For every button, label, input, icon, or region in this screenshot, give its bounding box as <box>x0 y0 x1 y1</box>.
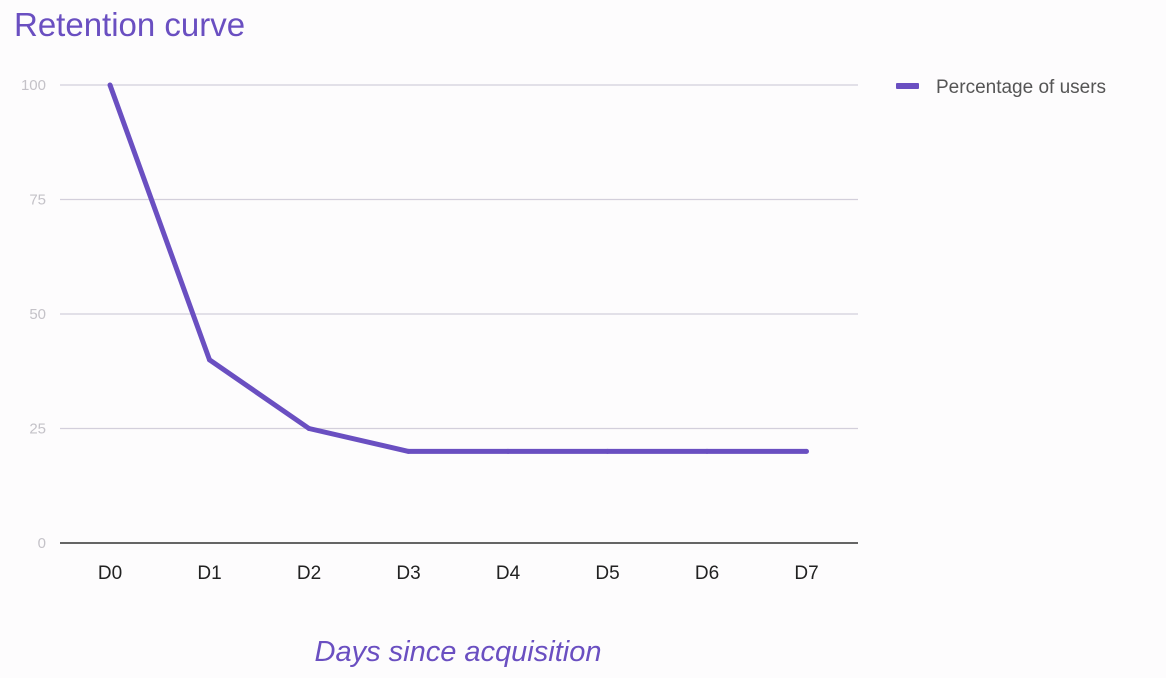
data-point-d4 <box>505 448 511 454</box>
series-lines <box>107 82 809 454</box>
x-tick-label-d3: D3 <box>396 563 420 584</box>
chart-title: Retention curve <box>14 6 245 43</box>
data-point-d1 <box>207 357 212 363</box>
data-point-d6 <box>704 448 710 454</box>
data-point-d0 <box>107 82 113 88</box>
legend-swatch <box>896 83 919 89</box>
x-tick-label-d0: D0 <box>98 563 122 584</box>
x-tick-label-d1: D1 <box>197 563 221 584</box>
y-tick-label-25: 25 <box>29 421 46 438</box>
y-tick-label-0: 0 <box>38 535 46 552</box>
series-line-percentage-of-users <box>107 84 807 454</box>
legend-label-percentage-of-users: Percentage of users <box>936 77 1106 98</box>
x-axis-ticks: D0 D1 D2 D3 D4 D5 D6 D7 <box>98 563 819 584</box>
y-tick-label-50: 50 <box>29 306 46 323</box>
legend: Percentage of users <box>896 77 1106 98</box>
x-tick-label-d2: D2 <box>297 563 321 584</box>
x-axis-title: Days since acquisition <box>315 636 602 668</box>
data-point-d7 <box>804 448 809 454</box>
gridlines <box>60 84 858 430</box>
data-point-d5 <box>605 448 610 454</box>
x-tick-label-d7: D7 <box>794 563 818 584</box>
data-point-d2 <box>306 426 312 431</box>
y-axis-ticks: 0 25 50 75 100 <box>21 77 46 552</box>
y-tick-label-75: 75 <box>29 192 46 209</box>
x-tick-label-d5: D5 <box>595 563 619 584</box>
data-point-d3 <box>406 448 411 454</box>
x-tick-label-d4: D4 <box>496 563 521 584</box>
x-tick-label-d6: D6 <box>695 563 719 584</box>
y-tick-label-100: 100 <box>21 77 46 94</box>
